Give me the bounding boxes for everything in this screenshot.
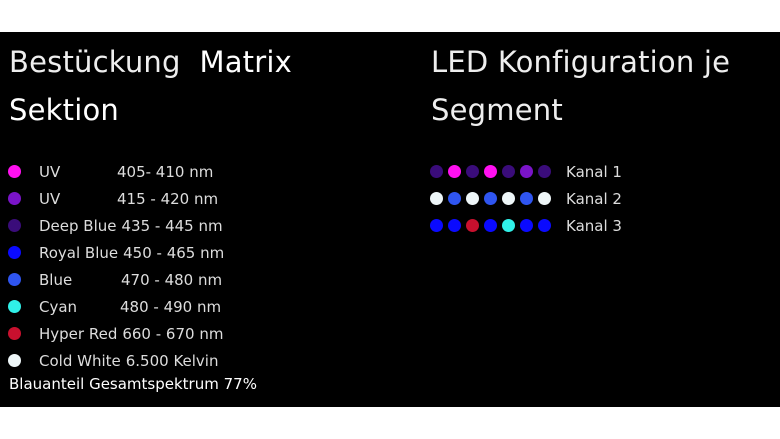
led-name: UV [39,189,61,208]
led-color-dot [8,354,21,367]
led-dot [520,219,533,232]
legend-item: UV 415 - 420 nm [8,185,224,212]
title-part-1: Bestückung [9,45,181,79]
led-dot [448,219,461,232]
legend-item: Blue 470 - 480 nm [8,266,224,293]
led-dot [520,192,533,205]
led-name: Cyan [39,297,78,316]
matrix-section-title: Bestückung Matrix Sektion [9,38,369,134]
led-dot [448,165,461,178]
led-dot [538,219,551,232]
led-config-title: LED Konfiguration je Segment [431,45,731,127]
led-dot [520,165,533,178]
blue-share-summary: Blauanteil Gesamtspektrum 77% [9,375,257,393]
led-range: 405- 410 nm [117,162,214,181]
led-name: Hyper Red [39,324,118,343]
channel-label: Kanal 2 [566,189,622,208]
legend-item: Hyper Red 660 - 670 nm [8,320,224,347]
led-dot [538,192,551,205]
led-color-dot [8,273,21,286]
led-color-dot [8,165,21,178]
led-dot [538,165,551,178]
led-range: 6.500 Kelvin [125,351,219,370]
channel-row: Kanal 2 [430,185,622,212]
channel-row: Kanal 3 [430,212,622,239]
channel-label: Kanal 1 [566,162,622,181]
legend-item: Deep Blue 435 - 445 nm [8,212,224,239]
led-color-dot [8,300,21,313]
led-dot [484,219,497,232]
led-legend: UV 405- 410 nm UV 415 - 420 nm Deep Blue 435 … [8,158,224,374]
led-dot [502,219,515,232]
led-dot [484,165,497,178]
channel-row: Kanal 1 [430,158,622,185]
led-range: 660 - 670 nm [122,324,224,343]
led-dot [502,165,515,178]
led-color-dot [8,192,21,205]
led-dot [430,165,443,178]
led-name: Royal Blue [39,243,119,262]
led-name: Blue [39,270,73,289]
legend-item: UV 405- 410 nm [8,158,224,185]
led-dot [466,219,479,232]
led-color-dot [8,246,21,259]
led-dot [502,192,515,205]
led-dot [484,192,497,205]
led-dot [430,192,443,205]
led-name: Deep Blue [39,216,117,235]
led-name: Cold White [39,351,121,370]
led-range: 415 - 420 nm [117,189,219,208]
led-dot [466,165,479,178]
led-color-dot [8,219,21,232]
legend-item: Cold White 6.500 Kelvin [8,347,224,374]
led-dot [448,192,461,205]
channel-config: Kanal 1 Kanal 2 Kanal 3 [430,158,622,239]
legend-item: Royal Blue 450 - 465 nm [8,239,224,266]
led-range: 435 - 445 nm [121,216,223,235]
legend-item: Cyan 480 - 490 nm [8,293,224,320]
led-range: 470 - 480 nm [121,270,223,289]
led-dot [466,192,479,205]
led-dot [430,219,443,232]
content-panel: Bestückung Matrix Sektion LED Konfigurat… [0,32,780,407]
led-range: 450 - 465 nm [123,243,225,262]
channel-label: Kanal 3 [566,216,622,235]
led-color-dot [8,327,21,340]
title-part-2: Matrix Sektion [9,45,292,127]
led-name: UV [39,162,61,181]
led-range: 480 - 490 nm [120,297,222,316]
